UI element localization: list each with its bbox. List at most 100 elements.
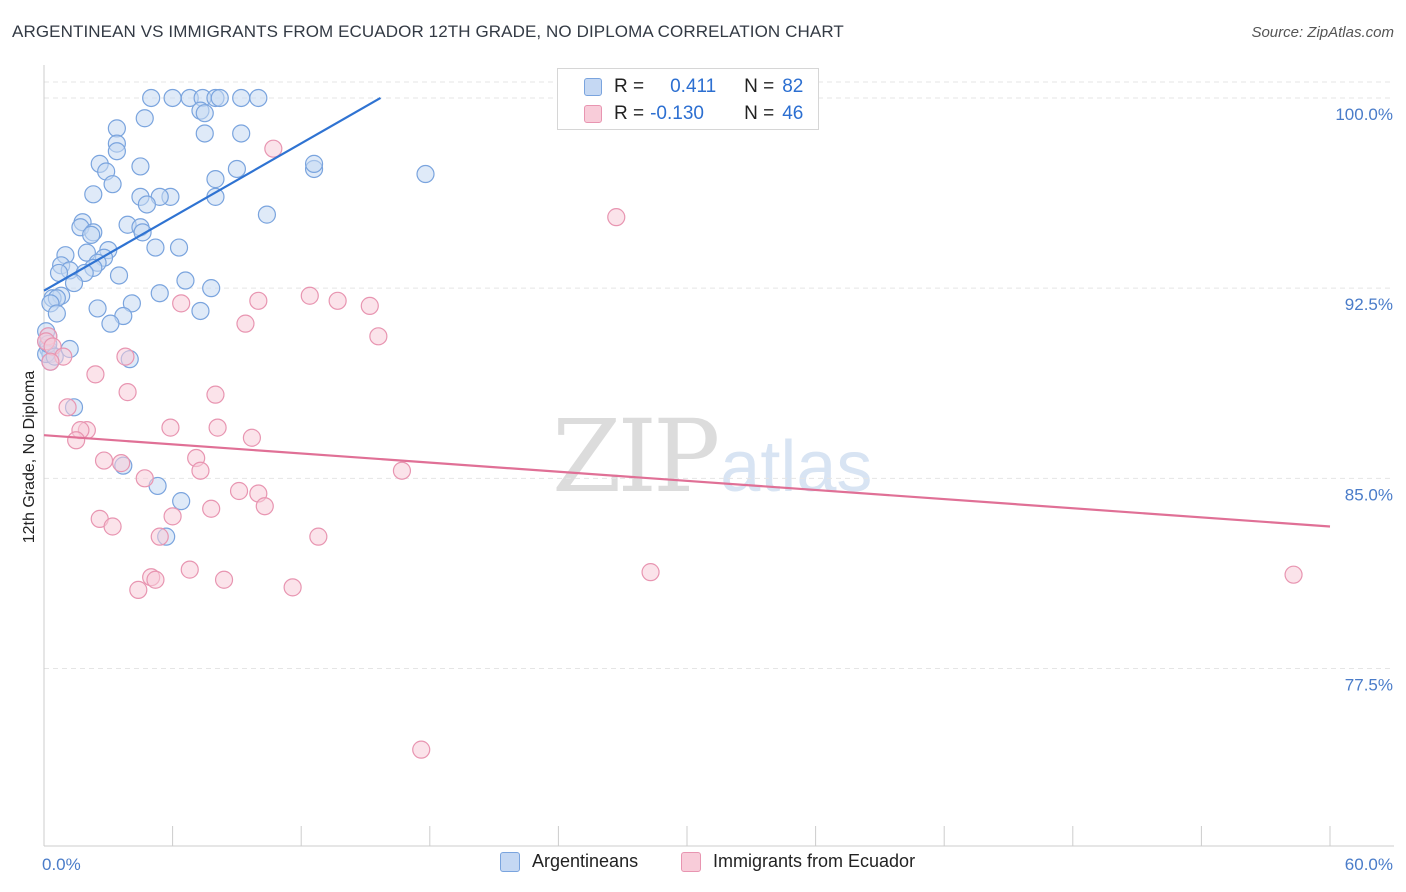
point-ecuador: [135, 469, 154, 488]
point-ecuador: [255, 497, 274, 516]
x-tick-label: 60.0%: [1345, 855, 1393, 874]
point-ecuador: [94, 451, 114, 470]
point-ecuador: [41, 352, 60, 371]
point-ecuador: [242, 428, 262, 447]
point-ecuador: [229, 481, 249, 501]
point-ecuador: [300, 286, 319, 305]
point-argentineans: [103, 175, 122, 194]
point-argentineans: [304, 154, 324, 173]
point-argentineans: [416, 164, 435, 184]
point-argentineans: [122, 294, 141, 313]
point-ecuador: [641, 563, 660, 582]
point-ecuador: [180, 560, 199, 579]
stats-row-argentineans: R = 0.411 N = 82: [558, 73, 803, 101]
point-ecuador: [208, 418, 227, 437]
point-argentineans: [206, 170, 225, 189]
point-argentineans: [249, 88, 268, 108]
legend-item-ecuador[interactable]: Immigrants from Ecuador: [681, 851, 915, 872]
points-layer: [37, 88, 1303, 759]
point-argentineans: [195, 104, 214, 123]
point-argentineans: [107, 119, 126, 138]
axis-layer: [43, 65, 1394, 847]
n-label-argentineans: N =: [744, 76, 775, 97]
point-ecuador: [116, 347, 135, 366]
point-argentineans: [101, 314, 120, 333]
r-label-ecuador: R =: [614, 103, 645, 124]
point-ecuador: [118, 383, 137, 402]
point-ecuador: [112, 454, 131, 473]
point-ecuador: [172, 294, 191, 313]
point-ecuador: [202, 499, 221, 518]
point-argentineans: [88, 299, 107, 318]
point-argentineans: [131, 157, 150, 176]
point-argentineans: [82, 225, 101, 244]
stats-legend-box: R = 0.411 N = 82 R = -0.130 N = 46: [557, 68, 819, 130]
watermark-zip: ZIP: [552, 398, 720, 515]
point-ecuador: [129, 580, 148, 599]
legend-label-ecuador: Immigrants from Ecuador: [713, 851, 916, 871]
chart-title: ARGENTINEAN VS IMMIGRANTS FROM ECUADOR 1…: [12, 22, 844, 41]
legend-swatch-argentineans: [500, 851, 520, 872]
point-ecuador: [392, 461, 412, 480]
y-tick-label: 92.5%: [1345, 295, 1393, 314]
y-axis-label: 12th Grade, No Diploma: [21, 370, 38, 544]
point-ecuador: [67, 431, 86, 450]
point-ecuador: [163, 507, 182, 526]
point-ecuador: [369, 327, 388, 346]
n-value-argentineans: 82: [782, 76, 804, 97]
point-argentineans: [163, 88, 182, 108]
point-argentineans: [202, 279, 221, 298]
point-ecuador: [607, 208, 626, 227]
point-argentineans: [146, 238, 165, 257]
grid-layer: [44, 81, 1394, 669]
stats-row-ecuador: R = -0.130 N = 46: [558, 100, 803, 128]
n-label-ecuador: N =: [744, 103, 775, 124]
point-argentineans: [191, 301, 210, 321]
point-argentineans: [172, 492, 191, 511]
legend-item-argentineans[interactable]: Argentineans: [500, 851, 638, 872]
r-value-ecuador: -0.130: [650, 103, 704, 124]
point-argentineans: [257, 205, 277, 224]
point-ecuador: [360, 296, 379, 315]
trendline-argentineans: [43, 97, 382, 292]
point-ecuador: [103, 517, 122, 536]
point-ecuador: [146, 570, 165, 589]
source-label: Source: ZipAtlas.com: [1251, 24, 1394, 41]
y-tick-label: 100.0%: [1335, 105, 1393, 124]
watermark: ZIPatlas: [552, 398, 872, 515]
point-argentineans: [169, 238, 189, 257]
point-argentineans: [210, 88, 229, 108]
point-ecuador: [283, 578, 302, 597]
point-argentineans: [150, 284, 169, 303]
swatch-ecuador: [584, 105, 602, 123]
point-ecuador: [161, 418, 180, 437]
point-ecuador: [86, 365, 105, 384]
point-argentineans: [137, 195, 156, 214]
point-argentineans: [47, 304, 66, 323]
legend-label-argentineans: Argentineans: [532, 851, 639, 871]
point-ecuador: [264, 139, 283, 158]
point-ecuador: [236, 314, 255, 333]
y-tick-label: 77.5%: [1345, 676, 1393, 695]
point-ecuador: [214, 570, 234, 589]
point-argentineans: [232, 124, 251, 143]
n-value-ecuador: 46: [782, 103, 804, 124]
trendline-ecuador: [43, 434, 1331, 528]
r-value-argentineans: 0.411: [670, 76, 717, 97]
point-ecuador: [58, 398, 77, 417]
point-argentineans: [142, 88, 161, 108]
legend-swatch-ecuador: [681, 851, 701, 872]
point-argentineans: [84, 185, 103, 204]
point-ecuador: [309, 527, 328, 546]
r-label-argentineans: R =: [614, 76, 645, 97]
point-argentineans: [176, 271, 195, 290]
point-argentineans: [109, 266, 129, 285]
point-ecuador: [1284, 565, 1303, 584]
point-argentineans: [195, 124, 214, 143]
point-ecuador: [150, 527, 169, 546]
point-ecuador: [191, 461, 210, 480]
tick-label-layer: 100.0% 92.5% 85.0% 77.5% 0.0% 60.0%: [42, 105, 1393, 874]
x-tick-label: 0.0%: [42, 855, 81, 874]
point-ecuador: [412, 740, 431, 759]
